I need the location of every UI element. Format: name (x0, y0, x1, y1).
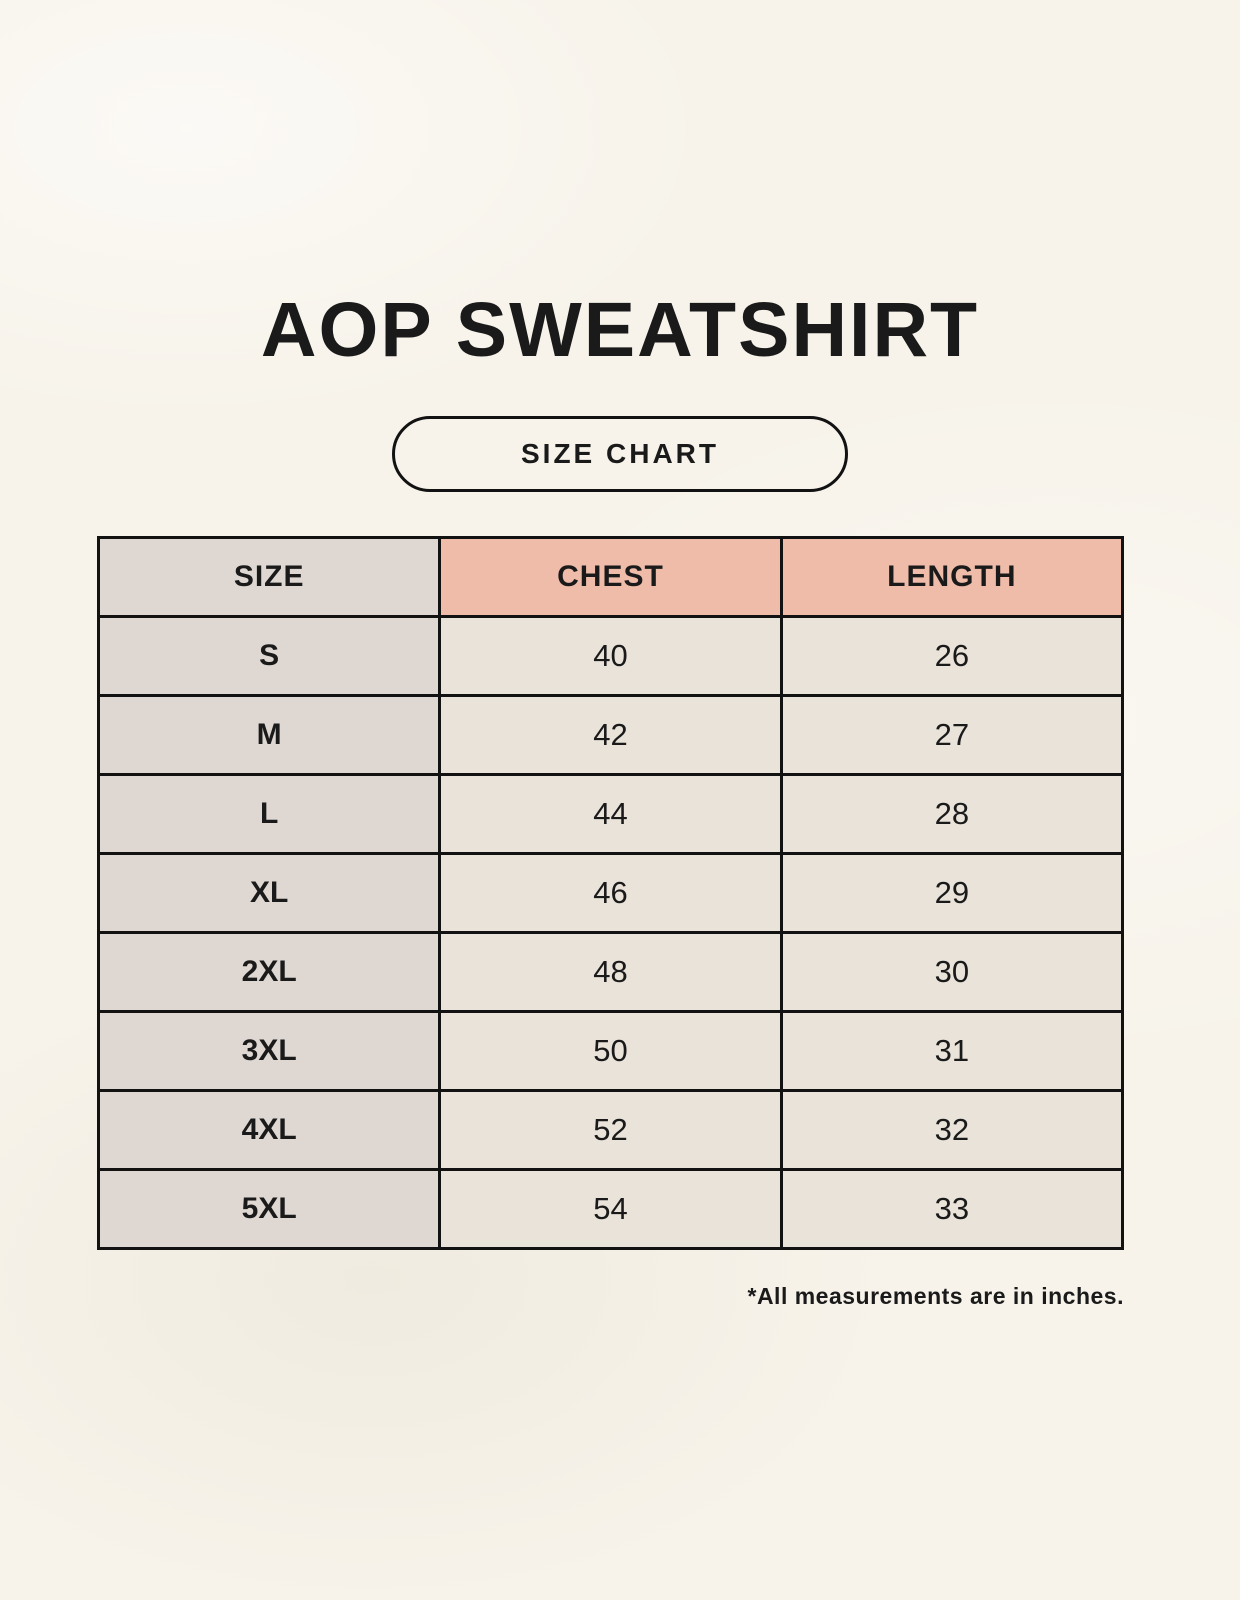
size-cell: L (96, 773, 442, 855)
table-row: M 42 27 (96, 694, 1125, 776)
table-row: XL 46 29 (96, 852, 1125, 934)
table-row: 2XL 48 30 (96, 931, 1125, 1013)
chest-cell: 48 (438, 931, 783, 1013)
table-row: 3XL 50 31 (96, 1010, 1125, 1092)
size-chart-table: SIZE CHEST LENGTH S 40 26 M 42 27 L 44 28 XL 46 29 2XL… (96, 536, 1125, 1250)
table-row: 5XL 54 33 (96, 1168, 1125, 1250)
column-header-size: SIZE (96, 536, 442, 618)
chest-cell: 40 (438, 615, 783, 697)
length-cell: 29 (779, 852, 1125, 934)
length-cell: 31 (779, 1010, 1125, 1092)
length-cell: 26 (779, 615, 1125, 697)
measurements-footnote: *All measurements are in inches. (747, 1283, 1124, 1309)
length-cell: 28 (779, 773, 1125, 855)
table-row: L 44 28 (96, 773, 1125, 855)
chest-cell: 50 (438, 1010, 783, 1092)
size-chart-badge-label: SIZE CHART (521, 438, 719, 469)
chest-cell: 44 (438, 773, 783, 855)
page-title: AOP SWEATSHIRT (260, 287, 980, 373)
size-chart-table-container: SIZE CHEST LENGTH S 40 26 M 42 27 L 44 28 XL 46 29 2XL… (96, 536, 1125, 1250)
size-cell: 5XL (96, 1168, 442, 1250)
chest-cell: 52 (438, 1089, 783, 1171)
column-header-length: LENGTH (779, 536, 1125, 618)
length-cell: 27 (779, 694, 1125, 776)
length-cell: 33 (779, 1168, 1125, 1250)
length-cell: 30 (779, 931, 1125, 1013)
size-chart-badge: SIZE CHART (392, 416, 848, 492)
size-cell: XL (96, 852, 442, 934)
chest-cell: 42 (438, 694, 783, 776)
chest-cell: 46 (438, 852, 783, 934)
size-cell: M (96, 694, 442, 776)
size-cell: 2XL (96, 931, 442, 1013)
column-header-chest: CHEST (438, 536, 783, 618)
table-row: 4XL 52 32 (96, 1089, 1125, 1171)
length-cell: 32 (779, 1089, 1125, 1171)
size-cell: S (96, 615, 442, 697)
chest-cell: 54 (438, 1168, 783, 1250)
table-header-row: SIZE CHEST LENGTH (96, 536, 1125, 618)
size-cell: 4XL (96, 1089, 442, 1171)
table-row: S 40 26 (96, 615, 1125, 697)
size-cell: 3XL (96, 1010, 442, 1092)
